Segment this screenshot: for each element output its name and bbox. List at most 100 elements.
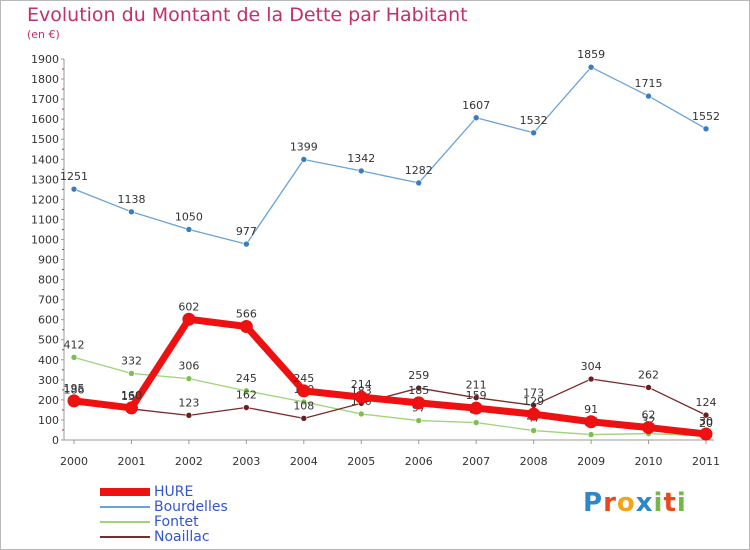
data-point-fontet <box>128 370 135 377</box>
data-label-fontet: 306 <box>178 360 199 373</box>
data-label-noaillac: 304 <box>581 360 602 373</box>
logo-letter: P <box>583 488 604 518</box>
y-tick-label: 100 <box>38 414 59 427</box>
data-point-bourdelles <box>645 92 652 100</box>
data-point-hure <box>699 427 713 441</box>
y-tick-label: 1500 <box>31 133 59 146</box>
data-label-noaillac: 123 <box>178 396 199 409</box>
data-point-hure <box>124 401 138 415</box>
data-point-noaillac <box>185 412 193 419</box>
data-point-noaillac <box>415 384 423 392</box>
legend-label: Noaillac <box>154 529 210 545</box>
data-point-bourdelles <box>128 208 135 216</box>
data-point-noaillac <box>472 394 480 401</box>
data-point-fontet <box>185 375 193 382</box>
data-label-noaillac: 162 <box>236 389 257 402</box>
data-label-fontet: 245 <box>236 372 257 385</box>
data-point-hure <box>642 421 656 435</box>
data-label-hure: 566 <box>236 308 257 321</box>
proxiti-logo: Proxiti <box>583 488 687 518</box>
data-label-bourdelles: 1607 <box>462 99 490 112</box>
data-label-hure: 195 <box>64 382 85 395</box>
data-point-bourdelles <box>415 179 423 187</box>
data-label-hure: 129 <box>523 395 544 408</box>
x-tick-label: 2002 <box>175 455 203 468</box>
data-label-hure: 159 <box>466 389 487 402</box>
data-point-noaillac <box>645 384 652 391</box>
x-tick-label: 2007 <box>462 455 490 468</box>
data-label-hure: 62 <box>642 409 656 422</box>
logo-letter: x <box>635 488 654 518</box>
legend-swatch <box>100 488 150 496</box>
data-point-bourdelles <box>702 125 710 133</box>
y-tick-label: 1100 <box>31 213 59 226</box>
data-point-noaillac <box>587 375 595 383</box>
data-label-noaillac: 173 <box>523 386 544 399</box>
series-line-hure <box>73 315 707 438</box>
y-tick-label: 1000 <box>31 233 59 246</box>
y-tick-label: 1300 <box>31 173 59 186</box>
data-label-hure: 160 <box>121 389 142 402</box>
y-tick-label: 800 <box>38 274 59 287</box>
y-tick-label: 900 <box>38 254 59 267</box>
data-point-bourdelles <box>530 129 537 137</box>
data-point-bourdelles <box>300 156 308 163</box>
logo-letter: i <box>676 488 687 518</box>
y-tick-label: 1600 <box>31 113 59 126</box>
x-tick-label: 2000 <box>60 455 88 468</box>
data-label-hure: 602 <box>178 300 199 313</box>
data-point-hure <box>297 384 311 398</box>
data-label-bourdelles: 1342 <box>347 152 375 165</box>
y-tick-label: 1900 <box>31 53 59 66</box>
data-point-bourdelles <box>357 167 365 175</box>
data-point-hure <box>182 312 196 326</box>
data-point-fontet <box>415 417 423 424</box>
y-tick-label: 600 <box>38 314 59 327</box>
data-point-hure <box>354 390 368 404</box>
legend-item-bourdelles: Bourdelles <box>100 499 300 515</box>
data-label-bourdelles: 1050 <box>175 210 203 223</box>
data-label-hure: 91 <box>584 403 598 416</box>
data-label-bourdelles: 1532 <box>520 114 548 127</box>
y-tick-label: 200 <box>38 394 59 407</box>
y-tick-label: 1800 <box>31 73 59 86</box>
data-point-fontet <box>472 419 480 426</box>
logo-letter: i <box>653 488 664 518</box>
data-label-fontet: 20 <box>699 417 713 430</box>
data-label-noaillac: 108 <box>293 399 314 412</box>
y-tick-label: 300 <box>38 374 59 387</box>
y-tick-label: 0 <box>52 434 59 447</box>
data-label-bourdelles: 977 <box>236 225 257 238</box>
data-point-bourdelles <box>472 114 480 122</box>
x-tick-label: 2009 <box>577 455 605 468</box>
x-tick-label: 2004 <box>290 455 318 468</box>
chart-title: Evolution du Montant de la Dette par Hab… <box>27 4 468 26</box>
y-tick-label: 1700 <box>31 93 59 106</box>
x-tick-label: 2005 <box>347 455 375 468</box>
legend-item-fontet: Fontet <box>100 514 300 530</box>
data-label-noaillac: 262 <box>638 368 659 381</box>
data-point-noaillac <box>702 411 710 419</box>
data-label-bourdelles: 1552 <box>692 110 720 123</box>
legend-swatch <box>100 536 150 538</box>
data-point-fontet <box>530 427 537 434</box>
data-point-hure <box>469 401 483 415</box>
data-label-fontet: 332 <box>121 354 142 367</box>
data-point-hure <box>239 320 253 334</box>
data-label-hure: 214 <box>351 378 372 391</box>
legend-label: Fontet <box>154 514 199 530</box>
data-point-bourdelles <box>70 185 78 193</box>
data-label-hure: 30 <box>699 415 713 428</box>
data-label-noaillac: 186 <box>64 384 85 397</box>
data-point-bourdelles <box>185 226 193 233</box>
data-label-bourdelles: 1138 <box>117 193 145 206</box>
x-tick-label: 2011 <box>692 455 720 468</box>
data-label-bourdelles: 1251 <box>60 170 88 183</box>
data-point-fontet <box>357 410 365 418</box>
x-tick-label: 2003 <box>232 455 260 468</box>
data-point-fontet <box>300 398 308 406</box>
data-point-fontet <box>70 354 78 361</box>
x-tick-label: 2008 <box>520 455 548 468</box>
line-chart: 0 100 200 300 400 500 600 700 800 900 1000 1100 1200… <box>31 48 720 468</box>
